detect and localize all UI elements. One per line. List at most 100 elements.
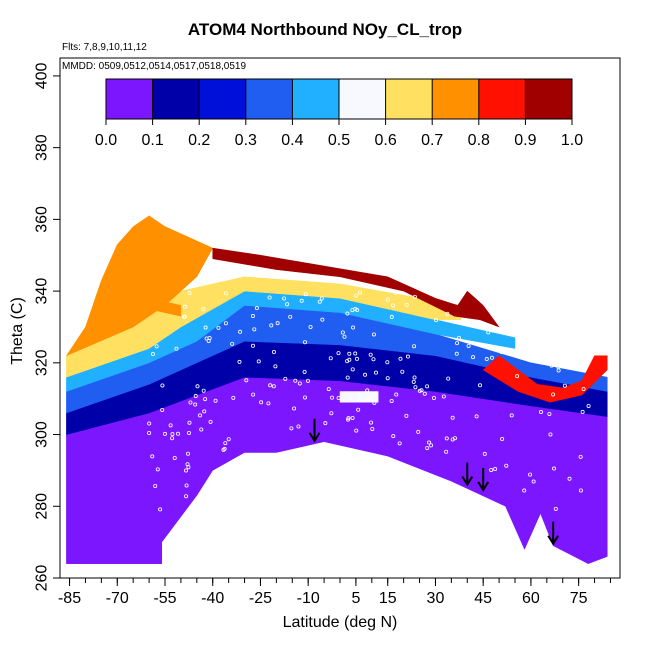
sample-point — [271, 384, 276, 389]
colorbar-swatch — [478, 79, 526, 119]
sample-point — [183, 304, 188, 309]
colorbar-swatch — [199, 79, 247, 119]
sample-point — [509, 413, 514, 418]
sample-point — [446, 376, 451, 381]
sample-point — [530, 339, 535, 344]
sample-point — [184, 494, 189, 499]
sample-point — [487, 303, 492, 308]
colorbar-tick-label: 0.2 — [188, 132, 210, 149]
sample-point — [302, 369, 307, 374]
sample-point — [168, 423, 173, 428]
sample-point — [199, 427, 204, 432]
sample-point — [581, 320, 586, 325]
x-tick-label: -40 — [201, 590, 224, 607]
sample-point — [186, 430, 191, 435]
colorbar-swatch — [339, 79, 387, 119]
colorbar-swatch — [432, 79, 480, 119]
sample-point — [283, 376, 288, 381]
sample-point — [416, 429, 421, 434]
sample-point — [155, 467, 160, 472]
dates-note: MMDD: 0509,0512,0514,0517,0518,0519 — [62, 61, 247, 72]
sample-point — [202, 409, 207, 414]
sample-point — [302, 340, 307, 345]
sample-point — [493, 467, 498, 472]
sample-point — [208, 419, 213, 424]
sample-point — [413, 385, 418, 390]
field-region-8 — [339, 391, 379, 403]
sample-point — [323, 421, 328, 426]
sample-point — [444, 449, 449, 454]
sample-point — [553, 506, 558, 511]
sample-point — [404, 302, 409, 307]
sample-point — [153, 483, 158, 488]
sample-point — [565, 323, 570, 328]
sample-point — [223, 441, 228, 446]
sample-point — [354, 293, 359, 298]
x-axis-label: Latitude (deg N) — [282, 614, 398, 631]
sample-point — [356, 407, 361, 412]
sample-point — [427, 440, 432, 445]
sample-point — [150, 352, 155, 357]
sample-point — [351, 325, 356, 330]
sample-point — [578, 454, 583, 459]
sample-point — [293, 378, 298, 383]
sample-point — [534, 295, 539, 300]
sample-point — [256, 359, 261, 364]
sample-point — [268, 383, 273, 388]
sample-point — [288, 314, 293, 319]
sample-point — [527, 290, 532, 295]
sample-points-layer — [147, 290, 591, 512]
sample-point — [299, 298, 304, 303]
sample-point — [578, 488, 583, 493]
sample-point — [515, 374, 520, 379]
colorbar-tick-label: 1.0 — [561, 132, 583, 149]
chart-title: ATOM4 Northbound NOy_CL_trop — [187, 20, 463, 39]
sample-point — [545, 344, 550, 349]
sample-point — [466, 343, 471, 348]
colorbar-swatch — [385, 79, 433, 119]
sample-point — [213, 398, 218, 403]
sample-point — [412, 344, 417, 349]
y-tick-label: 320 — [34, 349, 51, 376]
sample-point — [346, 416, 351, 421]
sample-point — [237, 359, 242, 364]
y-tick-label: 340 — [34, 278, 51, 305]
sample-point — [444, 436, 449, 441]
sample-point — [187, 291, 192, 296]
field-region-9 — [117, 290, 182, 317]
sample-point — [244, 378, 249, 383]
sample-point — [417, 388, 422, 393]
sample-point — [355, 307, 360, 312]
sample-point — [370, 426, 375, 431]
sample-point — [391, 434, 396, 439]
sample-point — [425, 446, 430, 451]
sample-point — [184, 468, 189, 473]
sample-point — [160, 383, 165, 388]
sample-point — [271, 350, 276, 355]
y-tick-label: 380 — [34, 134, 51, 161]
colorbar-swatch — [292, 79, 340, 119]
colorbar-tick-label: 0.6 — [374, 132, 396, 149]
sample-point — [500, 437, 505, 442]
sample-point — [520, 349, 525, 354]
sample-point — [441, 394, 446, 399]
descent-arrow — [308, 418, 321, 443]
sample-point — [499, 349, 504, 354]
sample-point — [474, 414, 479, 419]
sample-point — [230, 341, 235, 346]
colorbar-swatch — [106, 79, 154, 119]
sample-point — [397, 441, 402, 446]
sample-point — [269, 323, 274, 328]
x-tick-label: 60 — [522, 590, 540, 607]
sample-point — [486, 330, 491, 335]
sample-point — [201, 388, 206, 393]
sample-point — [320, 317, 325, 322]
sample-point — [452, 436, 457, 441]
y-tick-label: 300 — [34, 421, 51, 448]
sample-point — [583, 340, 588, 345]
sample-point — [285, 302, 290, 307]
sample-point — [251, 392, 256, 397]
sample-point — [549, 363, 554, 368]
x-tick-label: 15 — [379, 590, 397, 607]
sample-point — [147, 421, 152, 426]
